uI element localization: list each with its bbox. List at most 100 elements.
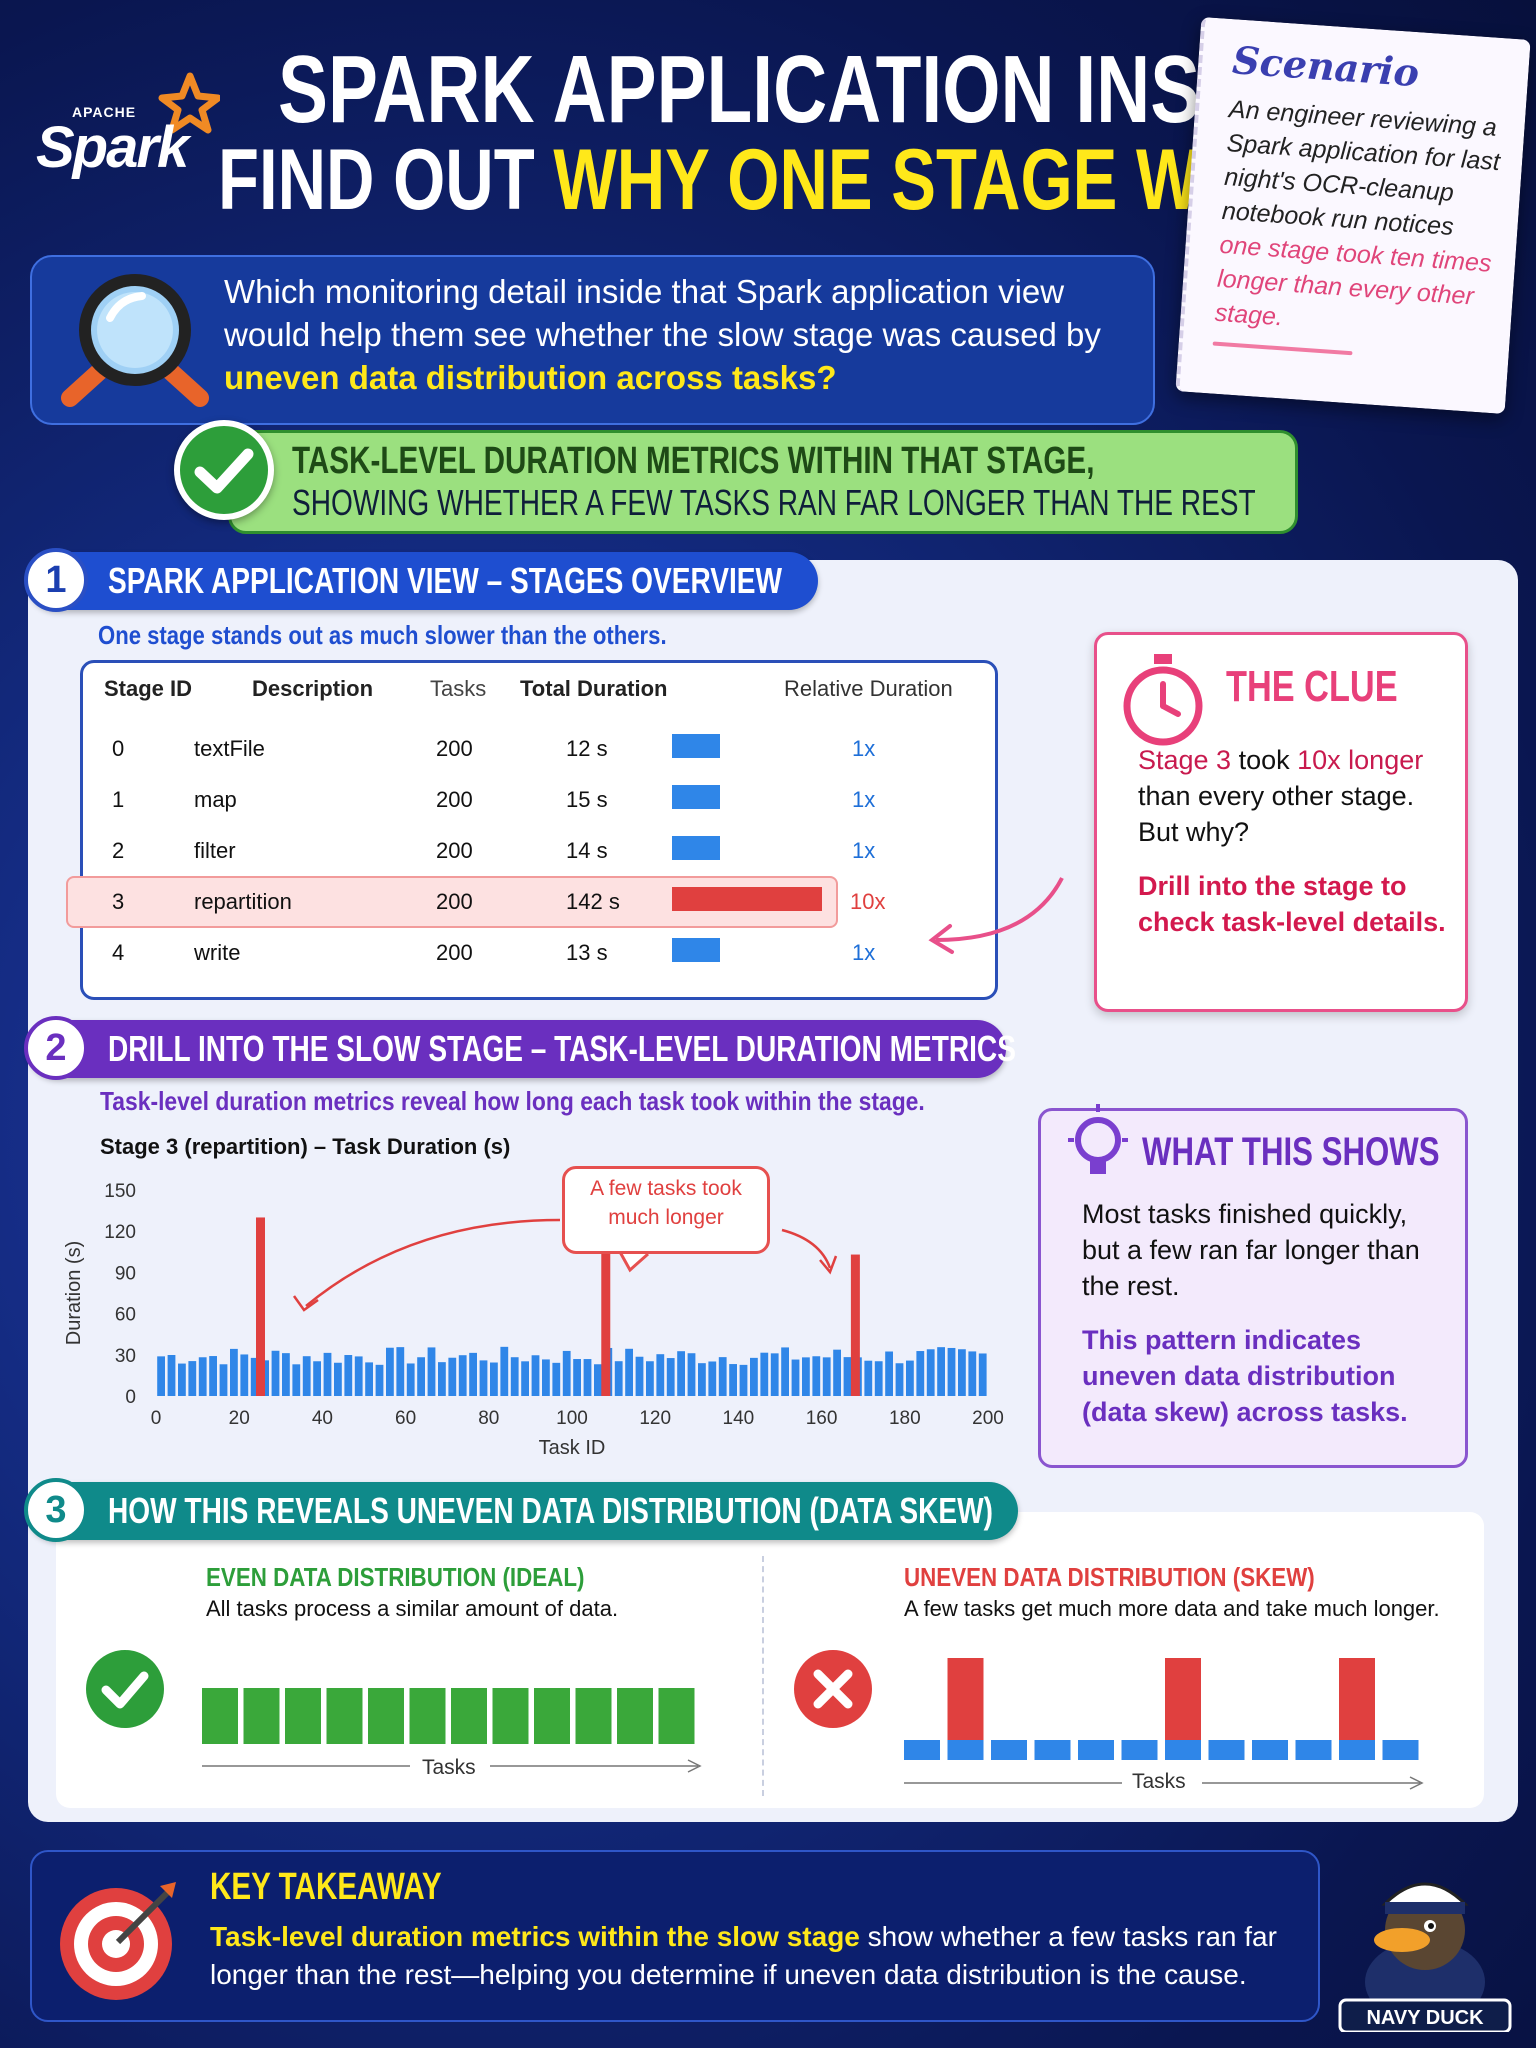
duration-bar (334, 1362, 342, 1396)
duration-bar (510, 1357, 519, 1396)
stages-table (80, 660, 998, 1000)
callout-arrow-left (305, 1218, 561, 1307)
task-duration-chart: 0 30 60 90 120 150 0 20 40 60 80 100 120 140 160 180 200… (63, 1181, 1004, 1459)
uneven-task-base (1121, 1740, 1158, 1760)
row-relative: 10x (850, 889, 886, 914)
row-tasks: 200 (436, 889, 473, 914)
uneven-axis-arrow (1409, 1776, 1424, 1790)
even-axis-arrow (687, 1759, 702, 1773)
outlier-bar (256, 1217, 265, 1396)
duration-bar (323, 1352, 332, 1396)
even-description: All tasks process a similar amount of da… (206, 1596, 619, 1621)
y-tick-label: 150 (104, 1181, 136, 1202)
duration-bar (906, 1360, 914, 1396)
even-task-bar (658, 1688, 695, 1744)
duration-bar (417, 1357, 425, 1396)
section3-header (28, 1482, 1018, 1540)
uneven-task-skew (947, 1658, 984, 1740)
row-relative: 1x (852, 787, 876, 812)
row-duration: 15 s (566, 787, 608, 812)
uneven-task-base (1252, 1740, 1288, 1760)
row-tasks: 200 (436, 787, 473, 812)
duration-bar (167, 1355, 176, 1396)
scenario-body: An engineer reviewing a Spark applicatio… (1221, 95, 1501, 242)
even-task-bar (285, 1688, 321, 1744)
logo-apache-text: APACHE (72, 104, 137, 120)
uneven-task-base (1078, 1740, 1114, 1760)
duration-bar (978, 1353, 987, 1396)
duration-bar (760, 1352, 769, 1396)
clue-body: Stage 3 took 10x longer than every other… (1138, 745, 1424, 847)
col-header-relative: Relative Duration (784, 676, 953, 701)
section2-header (28, 1020, 1006, 1078)
duration-bar (625, 1348, 633, 1396)
x-tick-label: 60 (395, 1408, 416, 1429)
row-stage-id: 3 (112, 889, 125, 914)
y-tick-label: 120 (104, 1222, 136, 1243)
row-description: repartition (194, 889, 292, 914)
duration-bar (292, 1364, 301, 1396)
duration-bar (406, 1363, 415, 1396)
row-relative: 1x (852, 736, 876, 761)
takeaway-body: Task-level duration metrics within the s… (210, 1921, 1277, 1990)
row-relative: 1x (852, 838, 876, 863)
duration-bar (157, 1356, 165, 1396)
chart-callout (562, 1166, 770, 1254)
row-duration-bar (672, 785, 720, 809)
callout-arrowhead-left (292, 1295, 319, 1312)
duration-bar (490, 1362, 498, 1396)
uneven-task-base (991, 1740, 1027, 1760)
col-header-description: Description (252, 676, 374, 701)
section1-title: SPARK APPLICATION VIEW – STAGES OVERVIEW (108, 560, 783, 601)
section1-number: 1 (24, 548, 88, 612)
callout-arrow-right (781, 1228, 832, 1269)
duration-bar (708, 1361, 717, 1396)
even-task-bar (409, 1688, 446, 1744)
navy-duck-mascot: NAVY DUCK (1338, 1882, 1512, 2032)
duration-bar (874, 1361, 883, 1396)
row-description: filter (194, 838, 236, 863)
row-stage-id: 4 (112, 940, 125, 965)
duration-bar (895, 1363, 904, 1396)
spark-logo: APACHE Spark (30, 70, 220, 180)
section3-number: 3 (24, 1478, 88, 1542)
duration-bar (573, 1359, 581, 1396)
row-stage-id: 1 (112, 787, 125, 812)
x-tick-label: 20 (229, 1408, 250, 1429)
duration-bar (178, 1363, 186, 1396)
even-task-bar (617, 1688, 653, 1744)
duration-bar (313, 1361, 321, 1396)
uneven-task-base (1339, 1740, 1375, 1760)
duration-bar (458, 1355, 467, 1396)
even-task-bar (575, 1688, 612, 1744)
scenario-highlight: one stage took ten times longer than eve… (1213, 230, 1493, 332)
outlier-bar (850, 1254, 860, 1396)
row-stage-id: 0 (112, 736, 125, 761)
chart-title: Stage 3 (repartition) – Task Duration (s… (100, 1134, 511, 1159)
scenario-title: Scenario (1231, 37, 1421, 96)
scenario-underline (1212, 341, 1353, 356)
even-task-bar (202, 1688, 238, 1744)
duration-bar (698, 1363, 706, 1396)
duration-bar (687, 1353, 696, 1396)
duration-bar (386, 1347, 394, 1396)
duration-bar (822, 1357, 831, 1396)
x-tick-label: 200 (972, 1408, 1004, 1429)
even-task-bar (326, 1688, 363, 1744)
x-tick-label: 80 (478, 1408, 499, 1429)
duration-bar (448, 1357, 457, 1396)
row-relative: 1x (852, 940, 876, 965)
uneven-task-base (1295, 1740, 1332, 1760)
row-duration-bar (672, 887, 822, 911)
section1-subtitle: One stage stands out as much slower than… (98, 620, 667, 650)
row-tasks: 200 (436, 940, 473, 965)
uneven-task-base (904, 1740, 940, 1760)
duration-bar (812, 1356, 821, 1396)
uneven-tasks-label: Tasks (1132, 1770, 1186, 1793)
duration-bar (271, 1350, 280, 1396)
duration-bar (843, 1357, 852, 1396)
clue-arrow (928, 877, 1064, 954)
duration-bar (947, 1347, 956, 1396)
callout-pointer (618, 1251, 649, 1273)
duration-bar (718, 1357, 727, 1396)
